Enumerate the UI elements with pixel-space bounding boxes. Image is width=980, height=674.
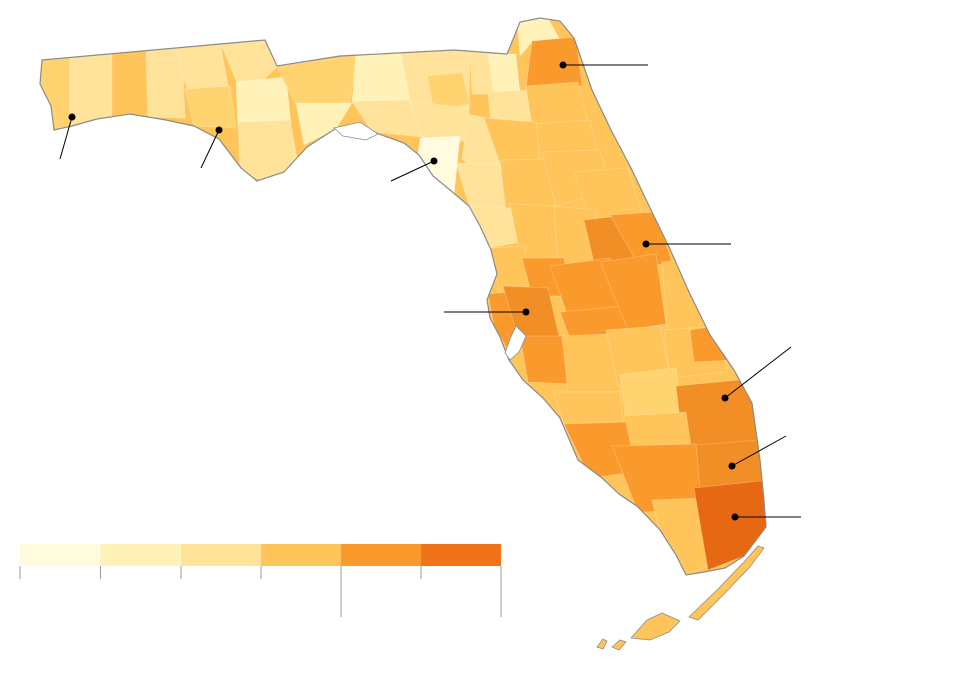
callout-dot (215, 126, 223, 134)
keys-islands (596, 545, 765, 651)
county-fill (351, 52, 411, 104)
callout-line (724, 346, 792, 399)
county-fill (235, 76, 292, 127)
county-fill (693, 479, 766, 571)
callout-dot (728, 462, 736, 470)
callouts (59, 61, 801, 521)
county-fill (651, 497, 709, 575)
callout-line (731, 435, 787, 467)
legend-bin-6 (421, 544, 501, 566)
callout-dot (721, 394, 729, 402)
county-fill (619, 367, 683, 421)
callout-line (200, 129, 220, 169)
county-fill (184, 85, 237, 129)
florida-outline (39, 17, 767, 576)
legend-bin-1 (20, 544, 101, 566)
county-fill (661, 257, 711, 339)
county-fill (487, 53, 521, 95)
legend-bin-3 (181, 544, 261, 566)
legend-bin-4 (261, 544, 341, 566)
county-fill (689, 323, 735, 363)
county-fill (426, 71, 471, 113)
callout-dot (731, 513, 739, 521)
county-fill (599, 253, 667, 331)
callout-dot (642, 240, 650, 248)
callout-dot (68, 113, 76, 121)
county-fill (111, 45, 149, 122)
callout-dot (559, 61, 567, 69)
county-fill (69, 48, 113, 127)
callout-line (59, 116, 73, 160)
legend-bin-2 (100, 544, 181, 566)
county-fill (525, 36, 583, 89)
callout-line (390, 160, 435, 182)
county-fill (237, 119, 299, 182)
county-fill (525, 81, 589, 127)
legend (19, 544, 502, 617)
callout-dot (522, 308, 530, 316)
callout-dot (430, 157, 438, 165)
county-fill (40, 52, 71, 129)
bay-cutouts (333, 121, 527, 361)
legend-bin-5 (341, 544, 421, 566)
